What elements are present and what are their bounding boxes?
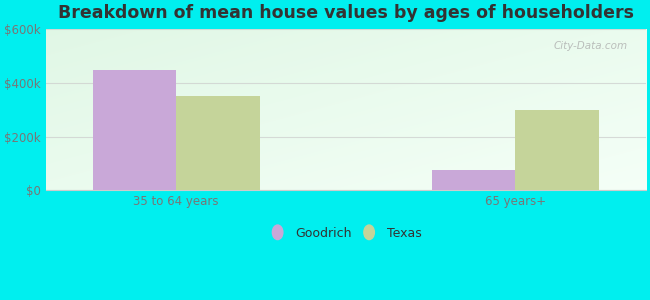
Bar (92, 70, 176, 190)
Legend: Goodrich, Texas: Goodrich, Texas (265, 222, 426, 245)
Title: Breakdown of mean house values by ages of householders: Breakdown of mean house values by ages o… (58, 4, 634, 22)
Text: City-Data.com: City-Data.com (554, 40, 628, 50)
Bar (515, 110, 599, 190)
Bar (176, 96, 259, 190)
Bar (432, 170, 515, 190)
